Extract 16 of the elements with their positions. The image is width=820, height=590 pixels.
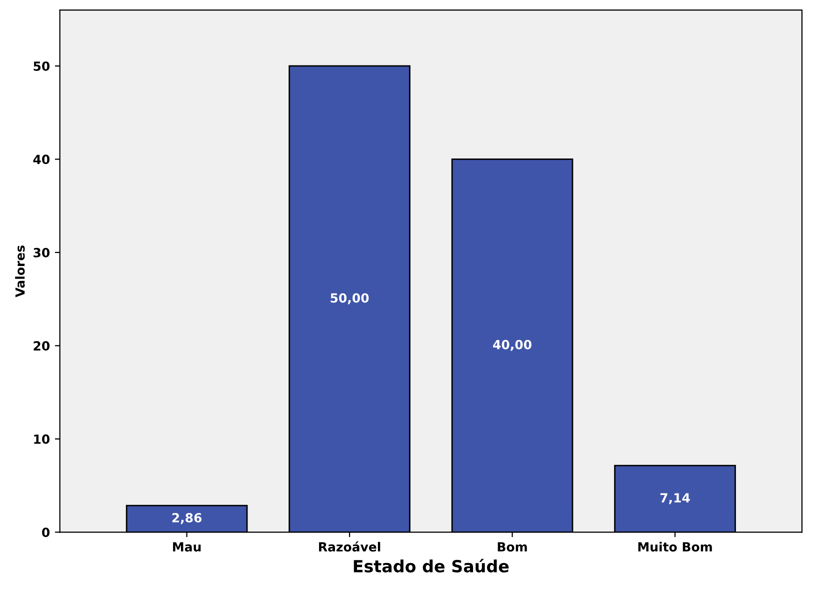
y-axis-title: Valores: [15, 246, 25, 298]
x-tick-label: Mau: [173, 542, 201, 552]
y-tick-label: 0: [42, 528, 50, 538]
x-tick-label: Muito Bom: [638, 542, 712, 552]
data-label: 40,00: [493, 340, 532, 351]
y-tick-label: 30: [34, 248, 50, 258]
x-tick-label: Razoável: [319, 541, 380, 552]
x-axis-title: Estado de Saúde: [354, 558, 509, 572]
y-tick-label: 10: [34, 434, 50, 444]
data-label: 50,00: [330, 293, 369, 304]
x-tick-label: Bom: [498, 542, 527, 552]
y-tick-label: 40: [33, 154, 50, 164]
y-tick-label: 50: [34, 61, 50, 71]
data-label: 2,86: [172, 513, 202, 524]
data-label: 7,14: [660, 493, 690, 504]
y-tick-label: 20: [34, 341, 50, 351]
